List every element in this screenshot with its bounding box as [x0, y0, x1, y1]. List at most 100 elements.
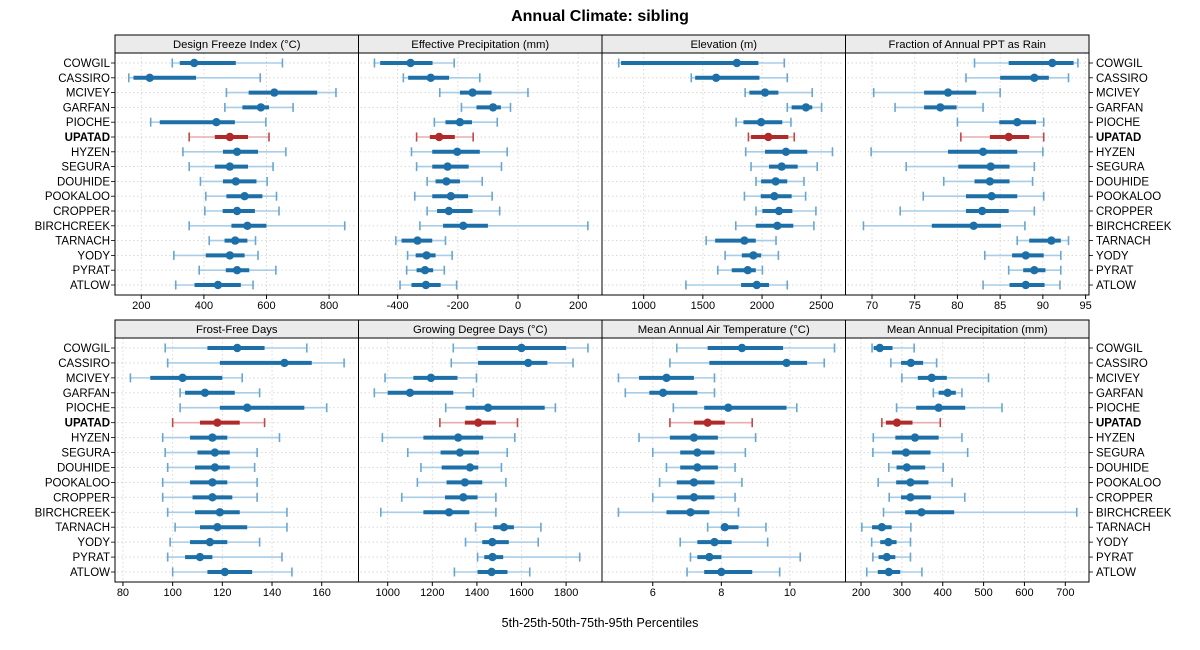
x-tick-label: 0	[515, 300, 521, 312]
x-tick-label: 500	[974, 587, 992, 599]
median-dot	[717, 567, 726, 577]
series-birchcreek	[617, 507, 740, 517]
series-mcivey	[384, 373, 478, 383]
series-birchcreek	[882, 507, 1078, 517]
series-atlow	[399, 280, 458, 290]
median-dot	[705, 552, 714, 562]
median-dot	[934, 403, 943, 412]
station-label-right-hyzen: HYZEN	[1096, 147, 1135, 159]
median-dot	[906, 493, 915, 502]
median-dot	[232, 266, 242, 275]
median-dot	[884, 537, 893, 547]
median-dot	[468, 88, 477, 97]
median-dot	[213, 523, 222, 532]
median-dot	[205, 537, 215, 547]
station-label-left-garfan: GARFAN	[63, 388, 110, 400]
x-tick-label: 300	[893, 587, 911, 599]
median-dot	[280, 358, 289, 368]
panel-area	[845, 338, 1089, 582]
station-label-right-cassiro: CASSIRO	[1096, 358, 1148, 370]
median-dot	[413, 236, 422, 245]
series-pioche	[179, 403, 328, 413]
series-segura	[750, 162, 819, 172]
station-label-right-mcivey: MCIVEY	[1096, 373, 1140, 385]
median-dot	[771, 177, 780, 186]
series-birchcreek	[379, 507, 497, 517]
series-birchcreek	[166, 507, 288, 517]
station-label-left-pioche: PIOCHE	[66, 117, 110, 129]
median-dot	[210, 463, 220, 472]
station-labels-left-row0: COWGIL CASSIRO MCIVEY GARFAN PIOCHE UPATAD HYZ…	[35, 58, 115, 292]
median-dot	[689, 493, 699, 502]
series-mcivey	[617, 373, 716, 383]
series-douhide	[420, 462, 503, 472]
station-label-left-pyrat: PYRAT	[73, 265, 111, 277]
median-dot	[686, 508, 695, 517]
station-label-left-cowgil: COWGIL	[63, 343, 110, 355]
series-hyzen	[638, 433, 757, 443]
series-pioche	[956, 117, 1045, 127]
panel-growing-degree-days-c: Growing Degree Days (°C) 1000 1200 1400 1600…	[358, 319, 603, 599]
station-labels-right-row0: COWGIL CASSIRO MCIVEY GARFAN PIOCHE UPATAD HYZ…	[1089, 58, 1172, 292]
median-dot	[764, 132, 773, 142]
series-birchcreek	[419, 221, 589, 231]
x-tick-label: 85	[994, 300, 1006, 312]
panel-area	[602, 53, 846, 295]
series-cassiro	[450, 358, 574, 368]
panel-grid: COWGIL CASSIRO MCIVEY GARFAN PIOCHE UPATAD HYZ…	[35, 34, 1172, 599]
median-dot	[906, 478, 915, 487]
median-dot	[917, 508, 926, 517]
station-labels-left-row1: COWGIL CASSIRO MCIVEY GARFAN PIOCHE UPATAD HYZ…	[35, 343, 115, 579]
median-dot	[212, 118, 221, 127]
median-dot	[969, 221, 978, 230]
station-label-right-douhide: DOUHIDE	[1096, 462, 1149, 474]
series-cropper	[426, 206, 501, 216]
median-dot	[978, 147, 988, 156]
series-pioche	[672, 403, 798, 413]
station-label-right-cassiro: CASSIRO	[1096, 73, 1148, 85]
median-dot	[1004, 132, 1013, 142]
median-dot	[774, 206, 784, 216]
panel-elevation-m: Elevation (m) 1000 1500 2000 2500	[601, 34, 846, 312]
x-tick-label: 200	[132, 300, 150, 312]
series-douhide	[166, 462, 256, 472]
median-dot	[459, 493, 468, 502]
series-pookaloo	[416, 477, 507, 487]
panel-area	[115, 53, 359, 295]
median-dot	[749, 251, 758, 260]
series-segura	[415, 162, 503, 172]
series-douhide	[888, 462, 944, 472]
station-label-right-cowgil: COWGIL	[1096, 343, 1143, 355]
median-dot	[434, 132, 444, 142]
median-dot	[910, 433, 920, 442]
series-upatad	[171, 418, 266, 428]
median-dot	[1030, 266, 1039, 275]
median-dot	[523, 358, 533, 368]
series-cassiro	[890, 358, 938, 368]
station-label-right-segura: SEGURA	[1096, 162, 1145, 174]
series-upatad	[960, 132, 1045, 142]
station-label-right-atlow: ATLOW	[1096, 567, 1136, 579]
median-dot	[517, 343, 526, 353]
series-upatad	[881, 418, 942, 428]
median-dot	[455, 448, 465, 457]
x-tick-label: 80	[951, 300, 963, 312]
median-dot	[220, 567, 230, 577]
series-garfan	[786, 102, 823, 112]
median-dot	[936, 103, 945, 112]
median-dot	[459, 221, 468, 230]
series-birchcreek	[862, 221, 1026, 231]
x-tick-label: 95	[1079, 300, 1091, 312]
median-dot	[232, 147, 242, 156]
series-cropper	[161, 492, 258, 502]
station-labels-right-row1: COWGIL CASSIRO MCIVEY GARFAN PIOCHE UPATAD HYZ…	[1089, 343, 1172, 579]
median-dot	[488, 103, 498, 112]
series-hyzen	[410, 147, 508, 157]
station-label-right-birchcreek: BIRCHCREEK	[1096, 507, 1172, 519]
series-cassiro	[166, 358, 345, 368]
station-label-right-cropper: CROPPER	[1096, 492, 1153, 504]
station-label-left-cassiro: CASSIRO	[58, 358, 110, 370]
series-garfan	[460, 102, 512, 112]
x-tick-label: 700	[1056, 587, 1074, 599]
panel-title: Mean Annual Precipitation (mm)	[887, 324, 1048, 336]
